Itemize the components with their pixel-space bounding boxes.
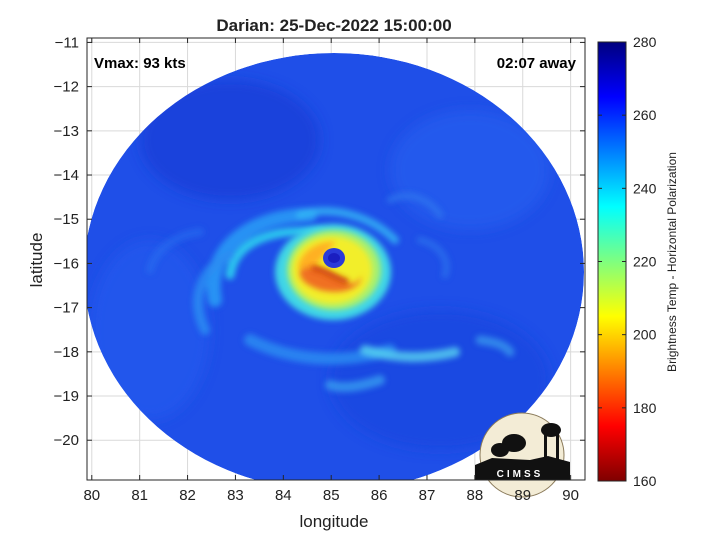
- axes-frame: [86, 37, 586, 481]
- colorbar-tick-label: 180: [633, 400, 657, 416]
- y-axis-label: latitude: [27, 233, 46, 288]
- vmax-label: Vmax: 93 kts: [94, 55, 186, 72]
- x-tick-label: 89: [514, 487, 531, 504]
- y-tick-label: −16: [54, 255, 79, 272]
- y-tick-label: −18: [54, 344, 79, 361]
- x-tick-label: 88: [467, 487, 484, 504]
- swath-texture: [90, 80, 550, 450]
- colorbar-tick-label: 280: [633, 34, 657, 50]
- colorbar-tick-label: 200: [633, 327, 657, 343]
- y-tick-label: −17: [54, 300, 79, 317]
- colorbar-tick-label: 240: [633, 180, 657, 196]
- time-offset-label: 02:07 away: [497, 55, 577, 72]
- x-tick-label: 85: [323, 487, 340, 504]
- colorbar-label: Brightness Temp - Horizontal Polarizatio…: [665, 152, 679, 372]
- colorbar-tick-label: 260: [633, 107, 657, 123]
- y-tick-label: −15: [54, 211, 79, 228]
- colorbar-tick-label: 160: [633, 473, 657, 489]
- cimss-logo-text: CIMSS: [497, 469, 544, 480]
- y-tick-label: −19: [54, 388, 79, 405]
- x-axis-label: longitude: [299, 512, 368, 531]
- brightness-temperature-swath: [87, 53, 584, 480]
- x-tick-label: 82: [179, 487, 196, 504]
- y-tick-label: −13: [54, 123, 79, 140]
- x-tick-label: 83: [227, 487, 244, 504]
- y-tick-label: −12: [54, 79, 79, 96]
- rainbands: [146, 192, 515, 393]
- x-tick-label: 84: [275, 487, 292, 504]
- x-tick-label: 86: [371, 487, 388, 504]
- colorbar-ticks: 160 180 200 220 240 260 280: [598, 34, 657, 489]
- y-tick-label: −11: [55, 34, 79, 51]
- chart-title: Darian: 25-Dec-2022 15:00:00: [216, 16, 451, 35]
- colorbar: [597, 41, 627, 482]
- cimss-logo: CIMSS: [475, 412, 570, 498]
- x-tick-label: 81: [131, 487, 148, 504]
- x-tick-label: 80: [83, 487, 100, 504]
- y-tick-label: −14: [54, 167, 79, 184]
- x-tick-label: 87: [419, 487, 436, 504]
- eyewall: [275, 224, 391, 320]
- y-axis-ticks: −11 −12 −13 −14 −15 −16 −17 −18 −19 −20: [54, 34, 585, 449]
- x-axis-ticks: 80 81 82 83 84 85 86 87 88 89 90: [83, 38, 579, 504]
- colorbar-tick-label: 220: [633, 254, 657, 270]
- y-tick-label: −20: [54, 432, 79, 449]
- x-tick-label: 90: [562, 487, 579, 504]
